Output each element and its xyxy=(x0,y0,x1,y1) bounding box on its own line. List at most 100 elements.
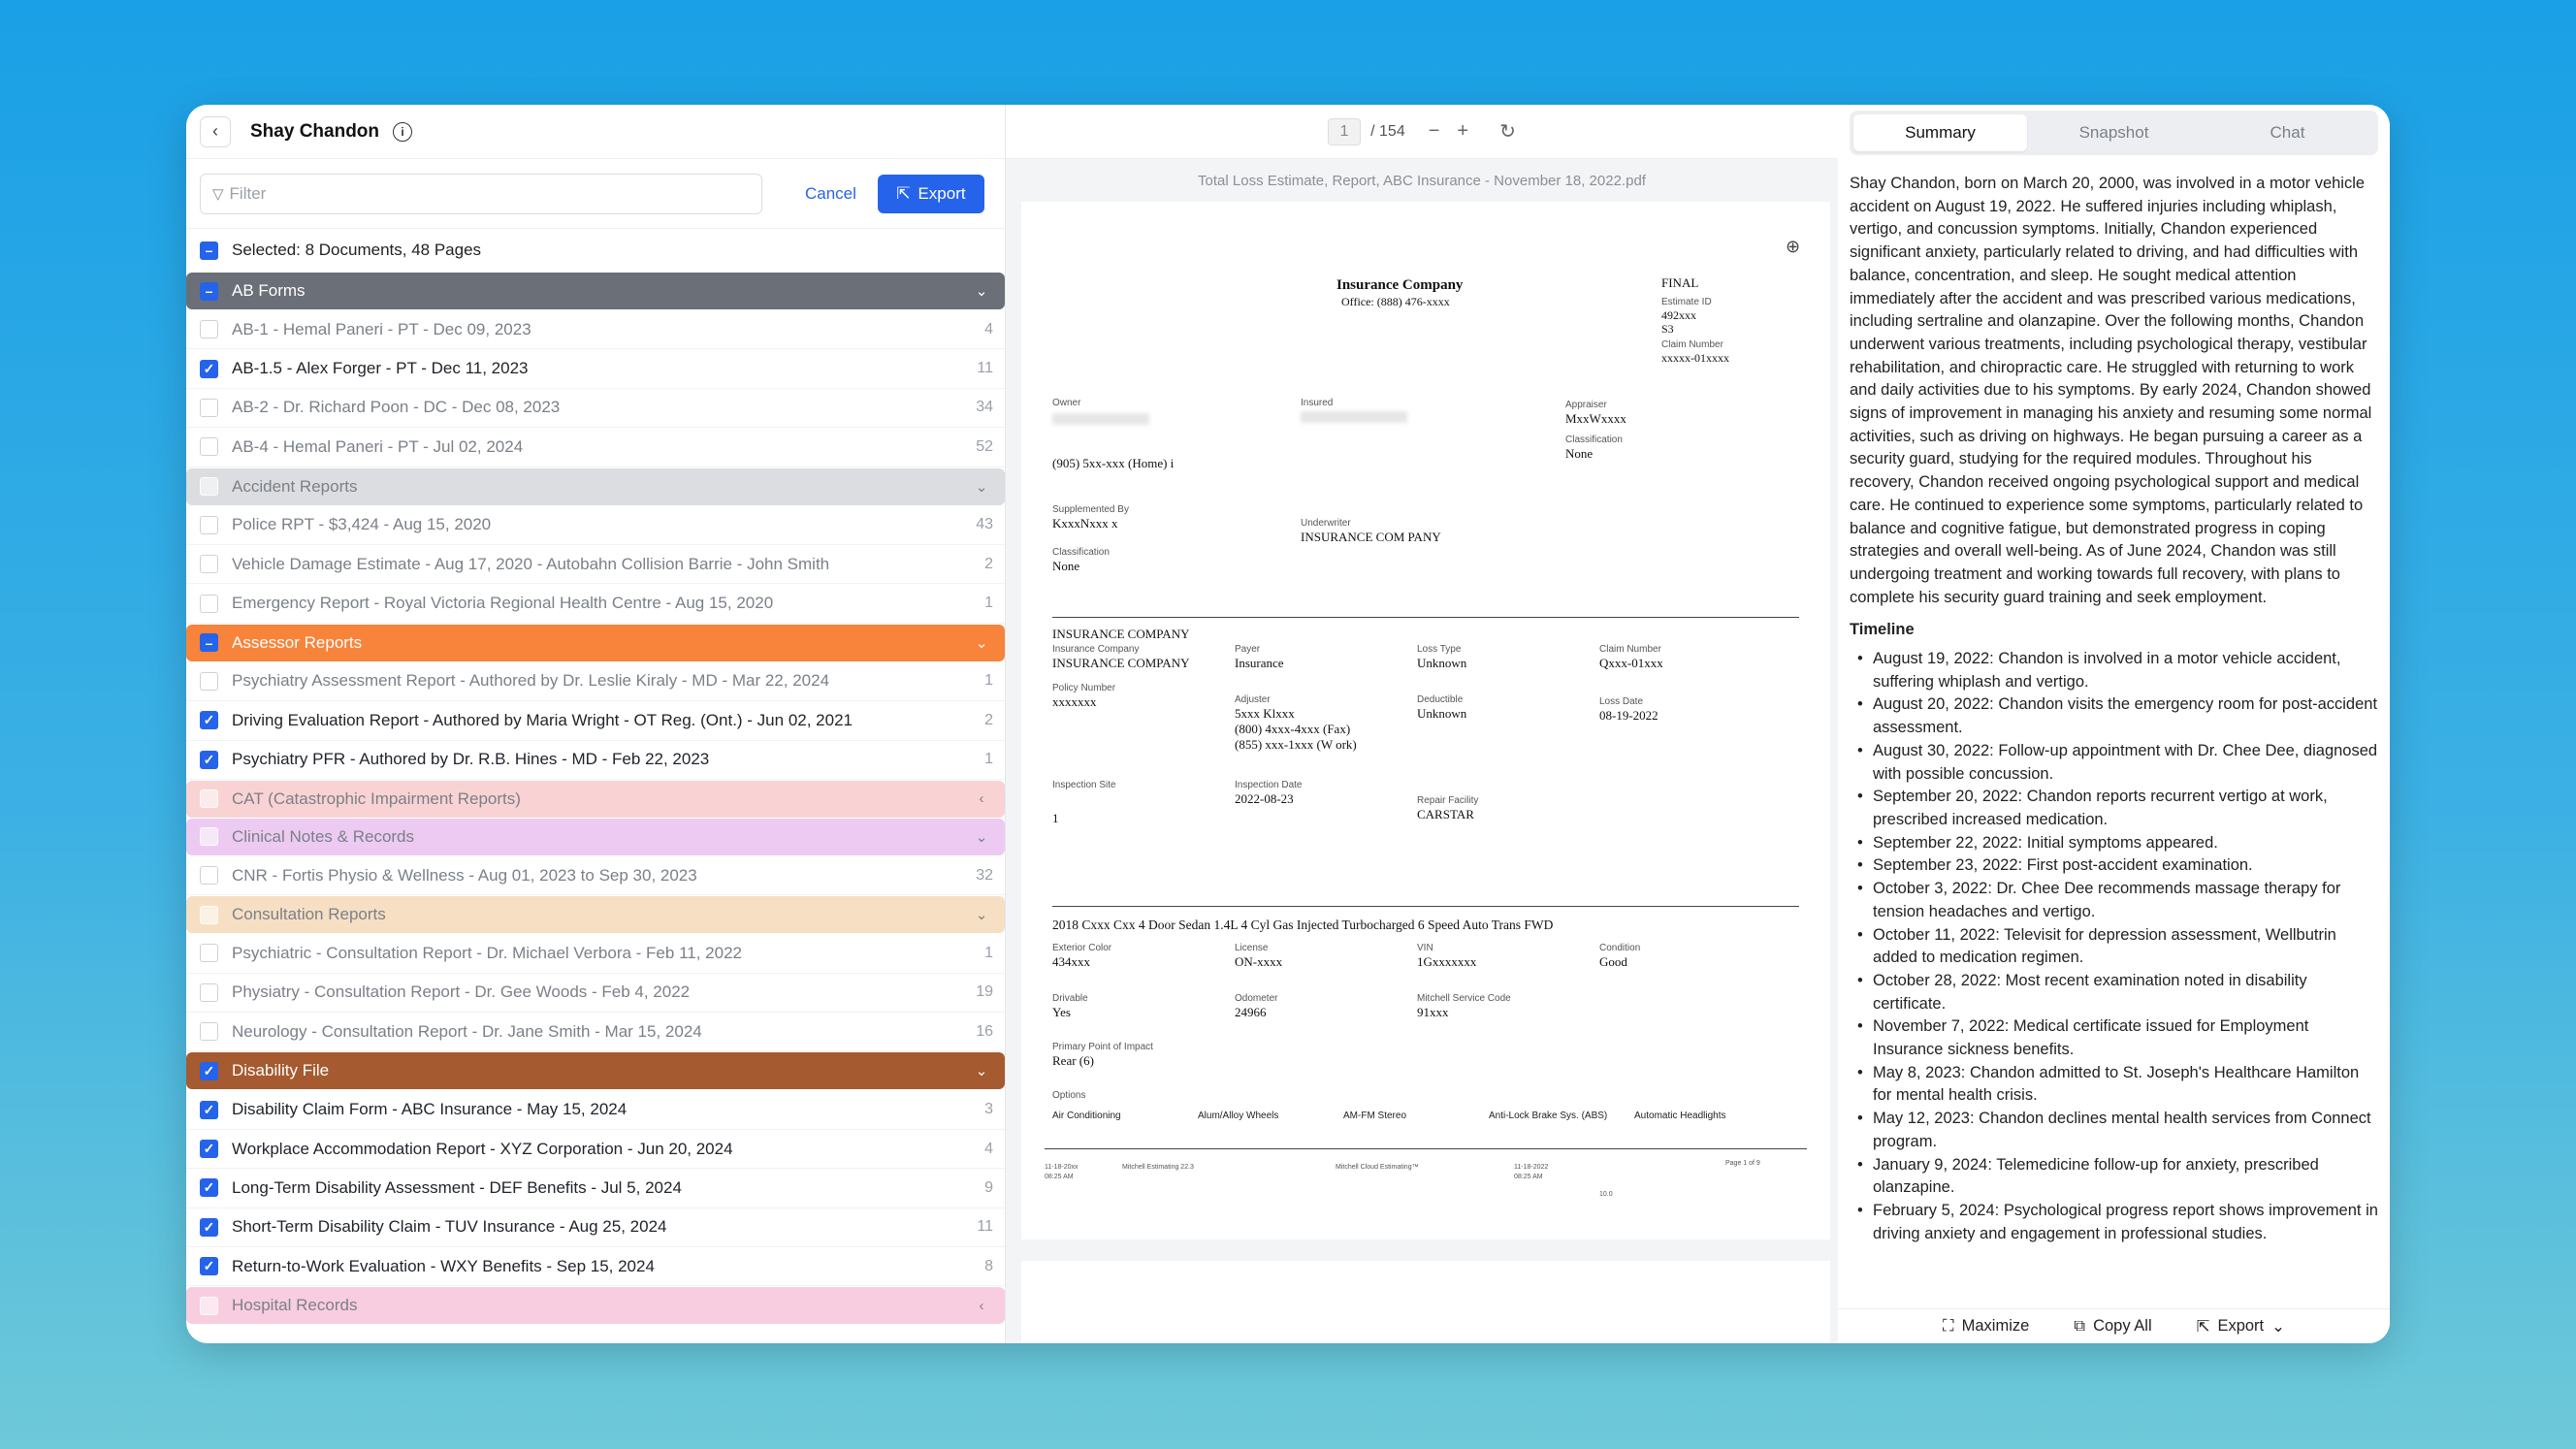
document-checkbox[interactable]: ✓ xyxy=(200,1257,218,1276)
zoom-out-icon[interactable]: − xyxy=(1428,120,1440,142)
tab-chat[interactable]: Chat xyxy=(2270,123,2305,142)
timeline-item: May 12, 2023: Chandon declines mental he… xyxy=(1850,1108,2378,1153)
document-checkbox[interactable] xyxy=(200,437,218,457)
document-checkbox[interactable]: ✓ xyxy=(200,1140,218,1159)
document-title: Psychiatry PFR - Authored by Dr. R.B. Hi… xyxy=(232,750,710,769)
group-label: Assessor Reports xyxy=(232,632,363,652)
document-row[interactable]: Police RPT - $3,424 - Aug 15, 2020 43 xyxy=(186,506,1005,545)
chevron-down-icon[interactable]: ⌄ xyxy=(975,634,988,652)
msc-label: Mitchell Service Code xyxy=(1417,993,1511,1004)
ins-company: INSURANCE COMPANY xyxy=(1052,656,1190,670)
document-row[interactable]: ✓ Driving Evaluation Report - Authored by… xyxy=(186,701,1005,741)
document-title: AB-1.5 - Alex Forger - PT - Dec 11, 2023 xyxy=(232,359,529,378)
document-row[interactable]: Vehicle Damage Estimate - Aug 17, 2020 -… xyxy=(186,545,1005,585)
magnify-icon[interactable]: ⊕ xyxy=(1786,237,1801,256)
document-checkbox[interactable]: ✓ xyxy=(200,359,218,378)
page-number-input[interactable]: 1 xyxy=(1328,117,1362,145)
group-header[interactable]: Clinical Notes & Records ⌄ xyxy=(186,818,1005,855)
document-checkbox[interactable] xyxy=(200,398,218,417)
chevron-left-icon: ‹ xyxy=(212,121,218,141)
back-button[interactable]: ‹ xyxy=(200,115,231,147)
supplemented-label: Supplemented By xyxy=(1052,504,1129,515)
policy: xxxxxxx xyxy=(1052,694,1097,709)
document-checkbox[interactable] xyxy=(200,671,218,691)
document-row[interactable]: ✓ Psychiatry PFR - Authored by Dr. R.B. H… xyxy=(186,741,1005,780)
ext-color-label: Exterior Color xyxy=(1052,943,1112,953)
chevron-down-icon[interactable]: ⌄ xyxy=(975,478,988,496)
inspection-site-label: Inspection Site xyxy=(1052,780,1116,790)
group-checkbox[interactable]: ✓ xyxy=(200,1061,218,1080)
document-row[interactable]: AB-4 - Hemal Paneri - PT - Jul 02, 2024 5… xyxy=(186,428,1005,467)
group-header[interactable]: CAT (Catastrophic Impairment Reports) ‹ xyxy=(186,780,1005,818)
timeline-item: September 20, 2022: Chandon reports recu… xyxy=(1850,786,2378,831)
tab-snapshot[interactable]: Snapshot xyxy=(2078,123,2149,142)
document-row[interactable]: Neurology - Consultation Report - Dr. Ja… xyxy=(186,1013,1005,1052)
group-checkbox[interactable] xyxy=(200,1296,218,1315)
maximize-button[interactable]: ⛶ Maximize xyxy=(1943,1317,2029,1336)
document-checkbox[interactable] xyxy=(200,594,218,613)
rotate-icon[interactable]: ↻ xyxy=(1499,121,1516,143)
document-row[interactable]: AB-2 - Dr. Richard Poon - DC - Dec 08, 2… xyxy=(186,389,1005,429)
document-row[interactable]: CNR - Fortis Physio & Wellness - Aug 01,… xyxy=(186,856,1005,896)
chevron-down-icon[interactable]: ⌄ xyxy=(975,1063,988,1080)
document-checkbox[interactable] xyxy=(200,982,218,1002)
group-header[interactable]: Accident Reports ⌄ xyxy=(186,467,1005,505)
document-checkbox[interactable]: ✓ xyxy=(200,1100,218,1119)
select-all-checkbox[interactable]: – xyxy=(200,241,218,260)
group-checkbox[interactable] xyxy=(200,477,218,497)
group-header[interactable]: Hospital Records ‹ xyxy=(186,1287,1005,1325)
document-row[interactable]: Emergency Report - Royal Victoria Region… xyxy=(186,584,1005,624)
export-summary-button[interactable]: ⇱ Export ⌄ xyxy=(2197,1317,2285,1336)
document-title: AB-4 - Hemal Paneri - PT - Jul 02, 2024 xyxy=(232,436,524,456)
group-checkbox[interactable] xyxy=(200,827,218,847)
document-checkbox[interactable] xyxy=(200,944,218,963)
filter-placeholder: Filter xyxy=(229,183,267,203)
chevron-left-icon[interactable]: ‹ xyxy=(979,1297,984,1314)
chevron-down-icon[interactable]: ⌄ xyxy=(975,907,988,924)
document-checkbox[interactable]: ✓ xyxy=(200,1178,218,1198)
ai-panel: Summary Snapshot Chat Shay Chandon, born… xyxy=(1838,105,2390,1343)
document-title: Driving Evaluation Report - Authored by … xyxy=(232,710,853,729)
group-header[interactable]: ✓ Disability File ⌄ xyxy=(186,1052,1005,1090)
export-button[interactable]: ⇱ Export xyxy=(877,174,984,213)
chevron-down-icon[interactable]: ⌄ xyxy=(975,283,988,300)
document-checkbox[interactable] xyxy=(200,866,218,886)
group-checkbox[interactable]: – xyxy=(200,281,218,301)
document-row[interactable]: ✓ Return-to-Work Evaluation - WXY Benefit… xyxy=(186,1247,1005,1287)
document-checkbox[interactable]: ✓ xyxy=(200,711,218,730)
document-row[interactable]: ✓ Short-Term Disability Claim - TUV Insur… xyxy=(186,1208,1005,1248)
group-checkbox[interactable] xyxy=(200,789,218,809)
group-checkbox[interactable]: – xyxy=(200,633,218,653)
document-row[interactable]: AB-1 - Hemal Paneri - PT - Dec 09, 2023 4 xyxy=(186,310,1005,350)
chevron-down-icon[interactable]: ⌄ xyxy=(975,828,988,846)
group-header[interactable]: Consultation Reports ⌄ xyxy=(186,896,1005,934)
cancel-button[interactable]: Cancel xyxy=(805,183,856,203)
document-checkbox[interactable] xyxy=(200,555,218,574)
filter-toolbar: ▽ Filter Cancel ⇱ Export xyxy=(186,159,1005,229)
group-header[interactable]: – AB Forms ⌄ xyxy=(186,273,1005,309)
timeline-item: October 11, 2022: Televisit for depressi… xyxy=(1850,924,2378,970)
document-row[interactable]: Psychiatry Assessment Report - Authored … xyxy=(186,662,1005,702)
info-icon[interactable]: i xyxy=(393,121,413,142)
footer-mid2: Mitchell Cloud Estimating™ xyxy=(1336,1164,1419,1171)
group-header[interactable]: – Assessor Reports ⌄ xyxy=(186,624,1005,661)
document-row[interactable]: Psychiatric - Consultation Report - Dr. … xyxy=(186,934,1005,974)
document-row[interactable]: Physiatry - Consultation Report - Dr. Ge… xyxy=(186,974,1005,1014)
document-row[interactable]: ✓ Long-Term Disability Assessment - DEF B… xyxy=(186,1169,1005,1208)
group-checkbox[interactable] xyxy=(200,905,218,924)
page-count: 2 xyxy=(984,555,993,572)
document-row[interactable]: ✓ AB-1.5 - Alex Forger - PT - Dec 11, 202… xyxy=(186,349,1005,389)
copy-all-button[interactable]: ⧉ Copy All xyxy=(2074,1317,2151,1336)
filter-input[interactable]: ▽ Filter xyxy=(200,173,762,214)
page-count: 34 xyxy=(976,399,993,416)
zoom-in-icon[interactable]: + xyxy=(1457,120,1469,142)
document-checkbox[interactable] xyxy=(200,320,218,339)
document-checkbox[interactable]: ✓ xyxy=(200,750,218,769)
chevron-left-icon[interactable]: ‹ xyxy=(979,790,984,808)
document-row[interactable]: ✓ Workplace Accommodation Report - XYZ Co… xyxy=(186,1130,1005,1170)
document-checkbox[interactable]: ✓ xyxy=(200,1217,218,1237)
document-row[interactable]: ✓ Disability Claim Form - ABC Insurance -… xyxy=(186,1090,1005,1130)
document-checkbox[interactable] xyxy=(200,515,218,534)
tab-summary[interactable]: Summary xyxy=(1853,114,2027,151)
document-checkbox[interactable] xyxy=(200,1022,218,1042)
